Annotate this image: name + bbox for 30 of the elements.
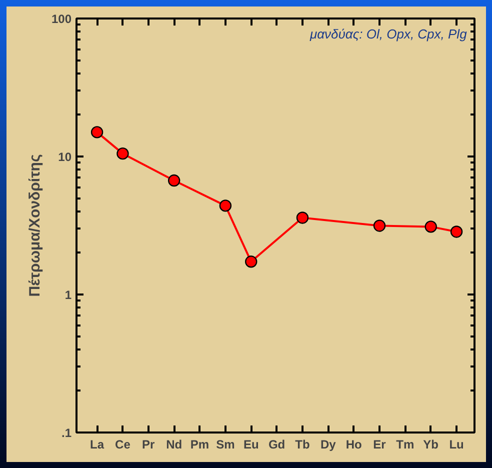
x-tick-label: Pr: [142, 438, 156, 452]
x-tick-label: Tb: [295, 438, 310, 452]
point: [90, 126, 104, 138]
x-tick-label: Ce: [115, 438, 131, 452]
x-tick-label: La: [90, 438, 104, 452]
x-tick-label: Yb: [423, 438, 439, 452]
point: [168, 174, 180, 187]
x-tick-label: Lu: [449, 438, 464, 452]
point: [245, 256, 258, 268]
point: [219, 200, 232, 212]
point: [116, 147, 129, 160]
point: [373, 220, 386, 232]
y-tick-label: 10: [58, 150, 72, 164]
x-tick-label: Pm: [190, 438, 210, 452]
x-tick-label: Eu: [243, 438, 259, 452]
x-tick-label: Tm: [396, 438, 414, 452]
point: [424, 220, 437, 233]
y-axis-title: Πέτρωμα/Χονδρίτης: [26, 154, 44, 297]
x-tick-label: Sm: [216, 438, 235, 452]
y-tick-label: 100: [51, 12, 72, 26]
y-tick-label: .1: [61, 426, 72, 440]
x-tick-label: Er: [373, 438, 386, 452]
y-tick-label: 1: [64, 288, 72, 302]
x-tick-label: Ho: [346, 438, 362, 452]
x-tick-label: Gd: [268, 438, 286, 452]
x-tick-label: Nd: [166, 438, 182, 452]
point: [450, 226, 463, 238]
annotation: μανδύας: Ol, Opx, Cpx, Plg: [309, 26, 468, 42]
point: [296, 212, 309, 224]
x-tick-label: Dy: [320, 438, 336, 452]
